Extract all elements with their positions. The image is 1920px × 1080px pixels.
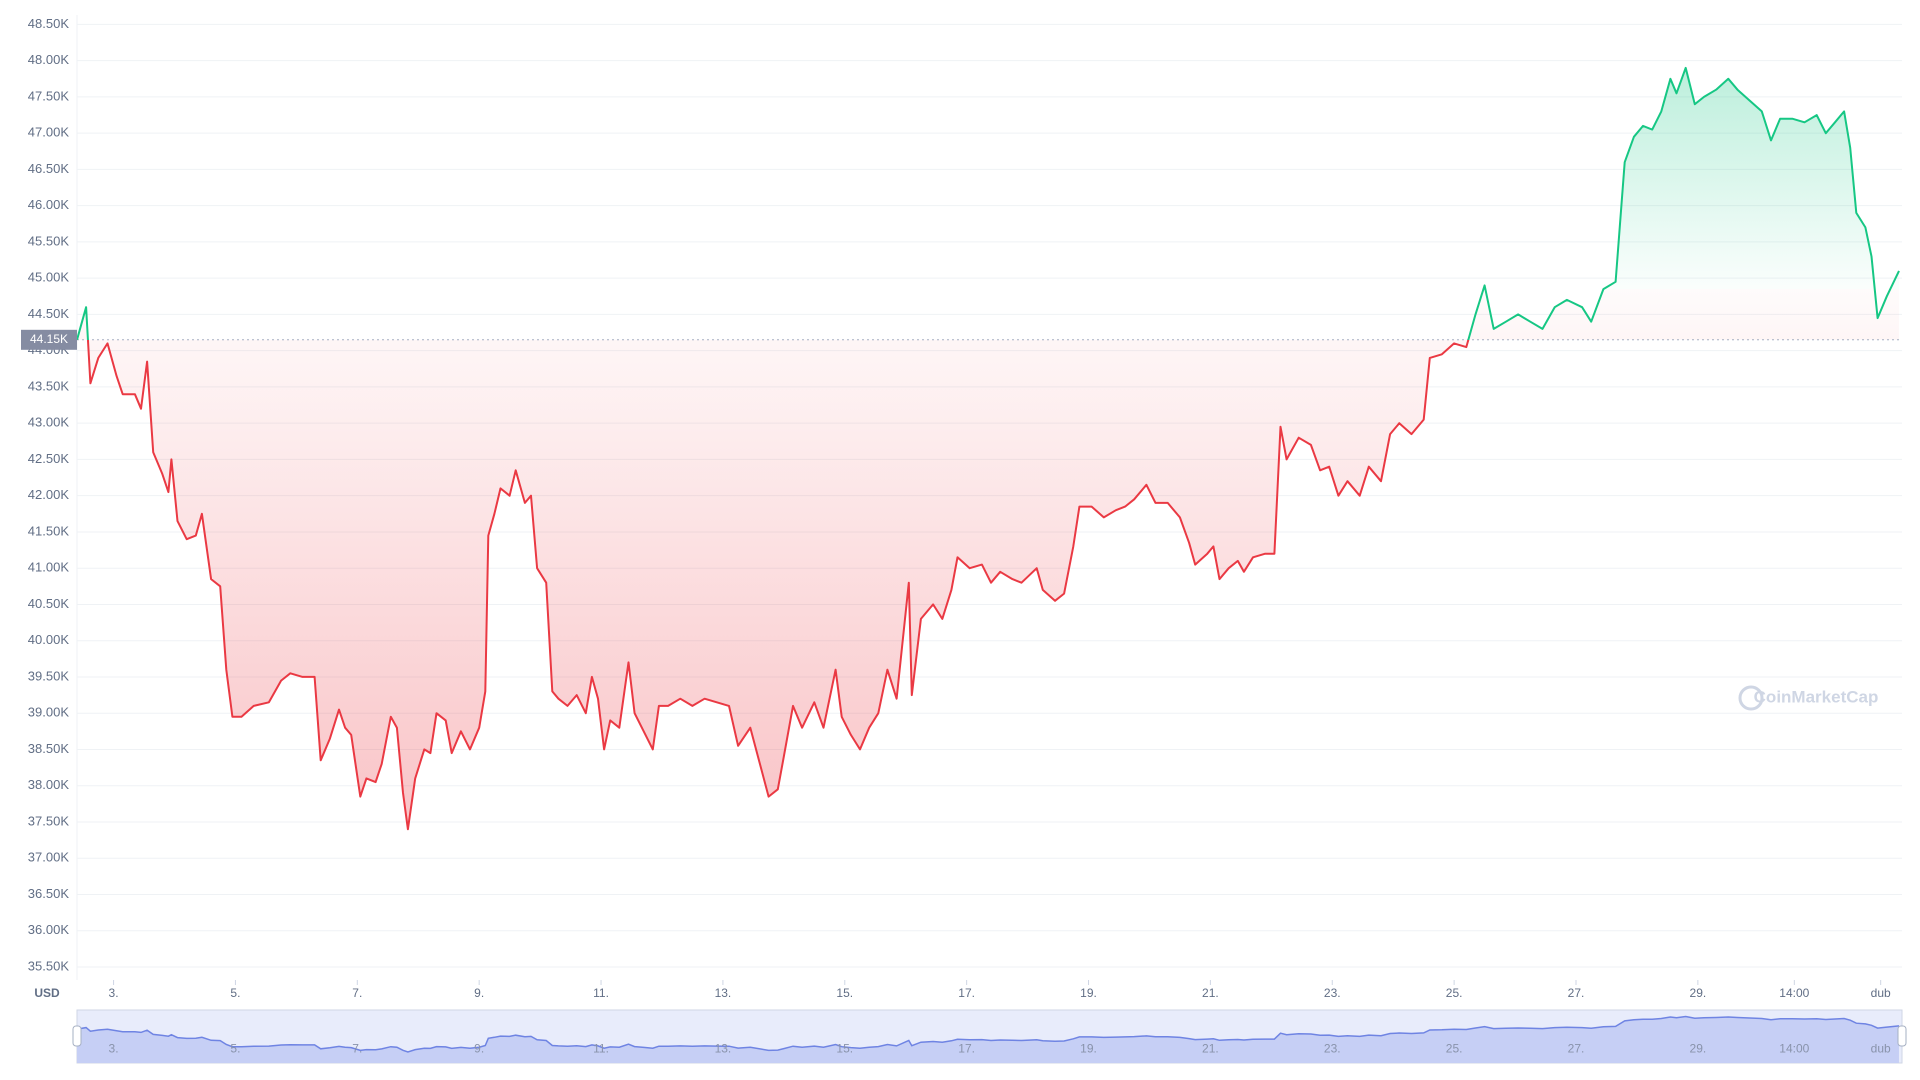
baseline-label: 44.15K	[30, 332, 68, 346]
y-tick-label: 43.50K	[28, 378, 70, 393]
y-tick-label: 46.00K	[28, 197, 70, 212]
y-tick-label: 37.50K	[28, 813, 70, 828]
y-tick-label: 41.00K	[28, 560, 70, 575]
x-tick-label: 13.	[715, 986, 732, 1000]
currency-label: USD	[34, 986, 60, 1000]
x-tick-label: 29.	[1690, 986, 1707, 1000]
navigator-area	[77, 1016, 1899, 1063]
y-tick-label: 40.00K	[28, 632, 70, 647]
y-tick-label: 36.00K	[28, 922, 70, 937]
x-tick-label: 5.	[230, 986, 240, 1000]
navigator-tick-label: 15.	[836, 1042, 853, 1056]
navigator-handle[interactable]	[72, 1025, 82, 1047]
x-tick-label: 7.	[352, 986, 362, 1000]
x-tick-label: 19.	[1080, 986, 1097, 1000]
x-tick-label: 3.	[109, 986, 119, 1000]
navigator-tick-label: 23.	[1324, 1042, 1341, 1056]
navigator-tick-label: 11.	[593, 1042, 609, 1056]
x-tick-label: 27.	[1568, 986, 1585, 1000]
y-tick-label: 40.50K	[28, 596, 70, 611]
y-tick-label: 48.50K	[28, 16, 70, 31]
navigator-handle[interactable]	[1897, 1025, 1907, 1047]
x-tick-label: 14:00	[1779, 986, 1809, 1000]
navigator-tick-label: 21.	[1202, 1042, 1219, 1056]
navigator-tick-label: 13.	[715, 1042, 732, 1056]
navigator-line	[76, 1015, 1900, 1053]
navigator-tick-label: 7.	[352, 1042, 362, 1056]
y-tick-label: 38.00K	[28, 777, 70, 792]
x-tick-label: 11.	[593, 986, 609, 1000]
y-tick-label: 47.50K	[28, 88, 70, 103]
x-tick-label: 9.	[474, 986, 484, 1000]
x-tick-label: 21.	[1202, 986, 1219, 1000]
watermark: CoinMarketCap	[1754, 687, 1879, 706]
y-tick-label: 42.00K	[28, 487, 70, 502]
price-area	[77, 67, 1899, 830]
navigator-tick-label: 25.	[1446, 1042, 1463, 1056]
navigator-tick-label: 17.	[958, 1042, 975, 1056]
navigator-tick-label: 3.	[109, 1042, 119, 1056]
y-tick-label: 38.50K	[28, 741, 70, 756]
y-tick-label: 36.50K	[28, 886, 70, 901]
navigator-tick-label: 19.	[1080, 1042, 1097, 1056]
x-tick-label: 15.	[836, 986, 853, 1000]
navigator-tick-label: dub	[1871, 1042, 1891, 1056]
y-tick-label: 37.00K	[28, 850, 70, 865]
x-tick-label: 17.	[958, 986, 975, 1000]
x-tick-label: 23.	[1324, 986, 1341, 1000]
x-tick-label: dub	[1871, 986, 1891, 1000]
watermark-logo	[1738, 685, 1764, 711]
navigator-tick-label: 29.	[1690, 1042, 1707, 1056]
price-line	[76, 66, 1900, 831]
y-tick-label: 48.00K	[28, 52, 70, 67]
navigator-tick-label: 9.	[474, 1042, 484, 1056]
baseline-label-box	[21, 329, 77, 350]
y-tick-label: 47.00K	[28, 125, 70, 140]
y-tick-label: 43.00K	[28, 415, 70, 430]
y-tick-label: 35.50K	[28, 958, 70, 973]
y-tick-label: 45.50K	[28, 233, 70, 248]
y-tick-label: 45.00K	[28, 270, 70, 285]
y-tick-label: 44.50K	[28, 306, 70, 321]
y-tick-label: 39.00K	[28, 705, 70, 720]
y-tick-label: 42.50K	[28, 451, 70, 466]
navigator-tick-label: 27.	[1568, 1042, 1585, 1056]
x-tick-label: 25.	[1446, 986, 1463, 1000]
navigator-tick-label: 5.	[230, 1042, 240, 1056]
navigator-tick-label: 14:00	[1779, 1042, 1809, 1056]
y-tick-label: 41.50K	[28, 523, 70, 538]
y-tick-label: 46.50K	[28, 161, 70, 176]
y-tick-label: 39.50K	[28, 668, 70, 683]
